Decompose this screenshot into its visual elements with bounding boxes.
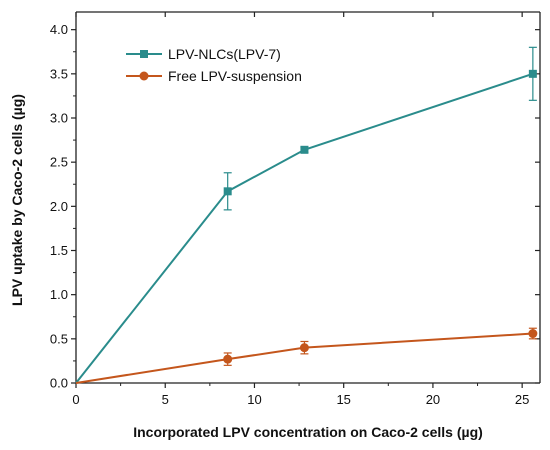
legend-label-lpv-nlcs: LPV-NLCs(LPV-7) — [168, 46, 281, 62]
x-tick-label: 5 — [162, 392, 169, 407]
series-layer — [75, 46, 538, 384]
y-axis-title: LPV uptake by Caco-2 cells (µg) — [9, 94, 25, 306]
series-line — [75, 332, 533, 384]
x-tick-label: 10 — [247, 392, 261, 407]
x-axis-title: Incorporated LPV concentration on Caco-2… — [133, 424, 483, 440]
axes — [75, 11, 541, 384]
y-tick-label: 0.5 — [50, 331, 68, 346]
y-tick-label: 1.0 — [50, 287, 68, 302]
data-point-square — [528, 69, 537, 78]
y-tick-label: 0.0 — [50, 376, 68, 391]
x-tick-label: 20 — [426, 392, 440, 407]
y-ticks: 0.0 0.5 1.0 1.5 2.0 2.5 3.0 3.5 4.0 — [50, 22, 540, 391]
y-tick-label: 3.5 — [50, 66, 68, 81]
y-tick-label: 1.5 — [50, 243, 68, 258]
y-tick-label: 2.0 — [50, 199, 68, 214]
series-line — [75, 72, 534, 384]
legend-label-free-lpv: Free LPV-suspension — [168, 68, 302, 84]
x-tick-label: 0 — [72, 392, 79, 407]
legend: LPV-NLCs(LPV-7) Free LPV-suspension — [126, 46, 302, 84]
data-point-circle — [528, 329, 538, 339]
y-tick-label: 3.0 — [50, 111, 68, 126]
data-point-square — [223, 187, 232, 196]
legend-item-1: Free LPV-suspension — [126, 68, 302, 84]
data-point-circle — [299, 343, 309, 353]
y-tick-label: 4.0 — [50, 22, 68, 37]
x-tick-label: 15 — [336, 392, 350, 407]
x-ticks: 0 5 10 15 20 25 — [72, 12, 529, 407]
x-tick-label: 25 — [515, 392, 529, 407]
series-0 — [75, 46, 537, 384]
legend-marker-circle — [139, 71, 149, 81]
data-point-circle — [223, 354, 233, 364]
series-1 — [75, 327, 538, 384]
data-point-square — [300, 145, 309, 154]
y-tick-label: 2.5 — [50, 155, 68, 170]
legend-marker-square — [140, 50, 148, 58]
legend-item-0: LPV-NLCs(LPV-7) — [126, 46, 281, 62]
